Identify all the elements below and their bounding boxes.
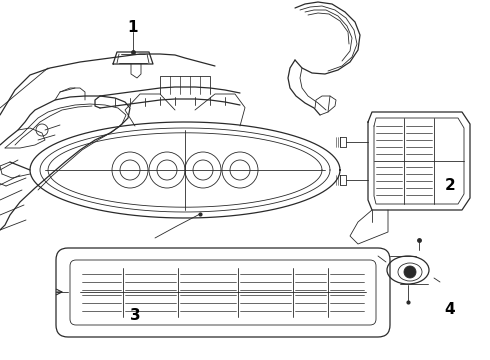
Text: 3: 3 xyxy=(130,307,140,323)
Text: 2: 2 xyxy=(444,177,455,193)
Text: 4: 4 xyxy=(445,302,455,318)
Circle shape xyxy=(404,266,416,278)
Text: 1: 1 xyxy=(128,21,138,36)
